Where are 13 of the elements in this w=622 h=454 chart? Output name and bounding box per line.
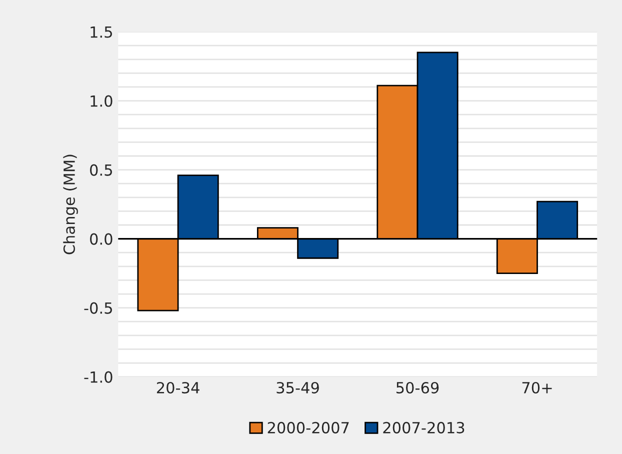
- y-tick-label: 1.5: [90, 26, 112, 38]
- y-tick-label: 0.0: [90, 233, 112, 245]
- y-axis-title: Change (MM): [63, 154, 78, 254]
- y-tick-label: -1.0: [84, 371, 112, 383]
- y-tick-label: 0.5: [90, 164, 112, 176]
- legend-label: 2000-2007: [268, 422, 349, 434]
- x-tick-label: 20-34: [156, 382, 200, 394]
- y-tick-label: -0.5: [84, 302, 112, 314]
- y-tick-label: 1.0: [90, 95, 112, 107]
- x-tick-label: 70+: [522, 382, 552, 394]
- legend-label: 2007-2013: [383, 422, 464, 434]
- x-tick-label: 35-49: [276, 382, 319, 394]
- x-tick-label: 50-69: [396, 382, 439, 394]
